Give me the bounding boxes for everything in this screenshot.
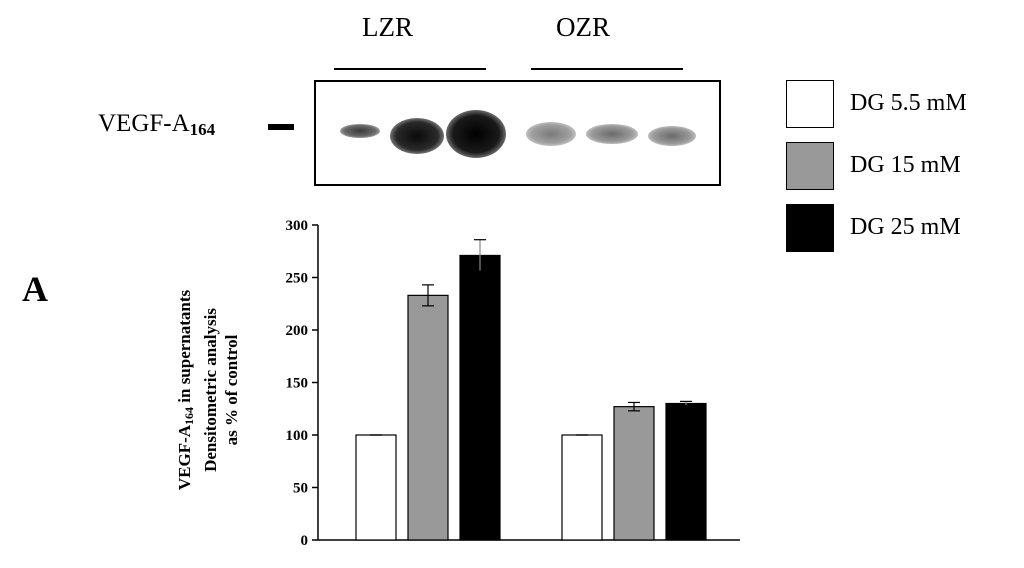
blot-band-lane-6 (648, 126, 696, 146)
y-tick-label: 100 (286, 428, 309, 444)
blot-label: VEGF-A164 (98, 110, 216, 139)
bar (459, 254, 501, 541)
y-tick-label: 250 (286, 271, 309, 287)
legend-item-dg-25: DG 25 mM (786, 204, 1006, 256)
panel-label: A (22, 269, 48, 309)
blot-band-lane-1 (340, 124, 380, 138)
blot-band-lane-2 (390, 118, 444, 154)
blot-band-lane-3 (446, 110, 506, 158)
bar (613, 406, 655, 541)
legend-item-dg-15: DG 15 mM (786, 142, 1006, 194)
group-label-lzr: LZR (362, 12, 413, 42)
legend-label: DG 15 mM (850, 152, 961, 178)
group-label-ozr: OZR (556, 12, 610, 42)
legend-swatch (786, 204, 834, 252)
y-tick-label: 50 (293, 481, 308, 497)
bar (665, 402, 707, 541)
blot-size-marker (268, 124, 294, 130)
legend-label: DG 25 mM (850, 214, 961, 240)
blot-band-lane-4 (526, 122, 576, 146)
legend-swatch (786, 142, 834, 190)
bar (355, 434, 397, 541)
y-tick-label: 0 (301, 533, 309, 549)
western-blot-image (314, 80, 721, 186)
group-underline-lzr (334, 68, 486, 70)
group-underline-ozr (531, 68, 683, 70)
bar (561, 434, 603, 541)
blot-band-lane-5 (586, 124, 638, 144)
y-tick-label: 300 (286, 218, 309, 234)
bar (407, 294, 449, 541)
legend-label: DG 5.5 mM (850, 90, 967, 116)
legend-swatch (786, 80, 834, 128)
y-tick-label: 150 (286, 376, 309, 392)
legend-item-dg-5-5: DG 5.5 mM (786, 80, 1006, 132)
y-tick-label: 200 (286, 323, 309, 339)
